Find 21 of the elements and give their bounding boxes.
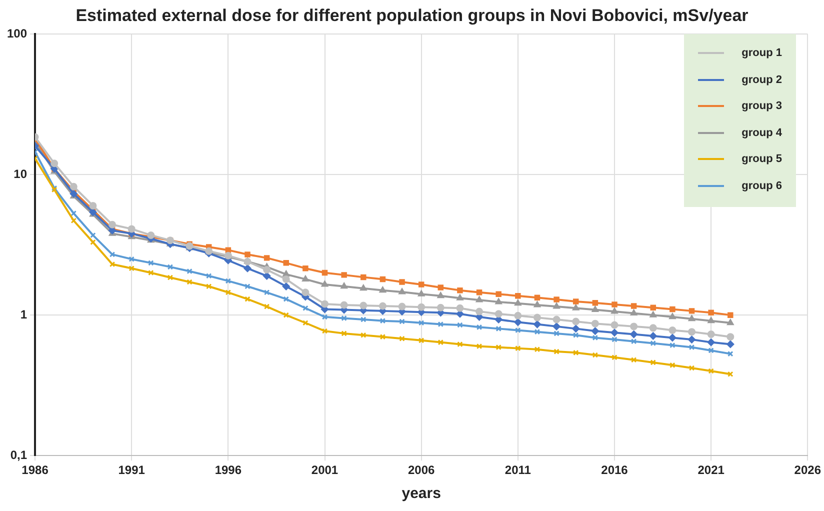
legend-label: group 2 xyxy=(742,74,782,86)
legend-label: group 6 xyxy=(742,180,782,192)
x-tick-label: 2011 xyxy=(504,463,532,478)
x-tick-label: 1996 xyxy=(214,463,242,478)
x-tick-label: 2026 xyxy=(794,463,822,478)
chart-title: Estimated external dose for different population groups in Novi Bobovici, mSv/year xyxy=(74,6,750,26)
x-tick-label: 2016 xyxy=(601,463,628,478)
legend-label: group 1 xyxy=(742,47,782,60)
x-axis-title: years xyxy=(402,485,441,502)
x-tick-label: 2006 xyxy=(408,463,436,478)
y-tick-label: 0,1 xyxy=(10,448,28,462)
y-tick-label: 100 xyxy=(6,26,28,40)
x-tick-label: 1991 xyxy=(118,463,146,478)
x-tick-label: 2021 xyxy=(698,463,725,478)
y-tick-label: 1 xyxy=(20,307,28,322)
x-tick-label: 2001 xyxy=(311,463,338,478)
x-tick-label: 1986 xyxy=(22,463,49,478)
legend-label: group 4 xyxy=(742,126,782,139)
legend-label: group 3 xyxy=(742,100,782,112)
y-tick-label: 10 xyxy=(14,166,28,181)
legend-label: group 5 xyxy=(742,153,782,166)
